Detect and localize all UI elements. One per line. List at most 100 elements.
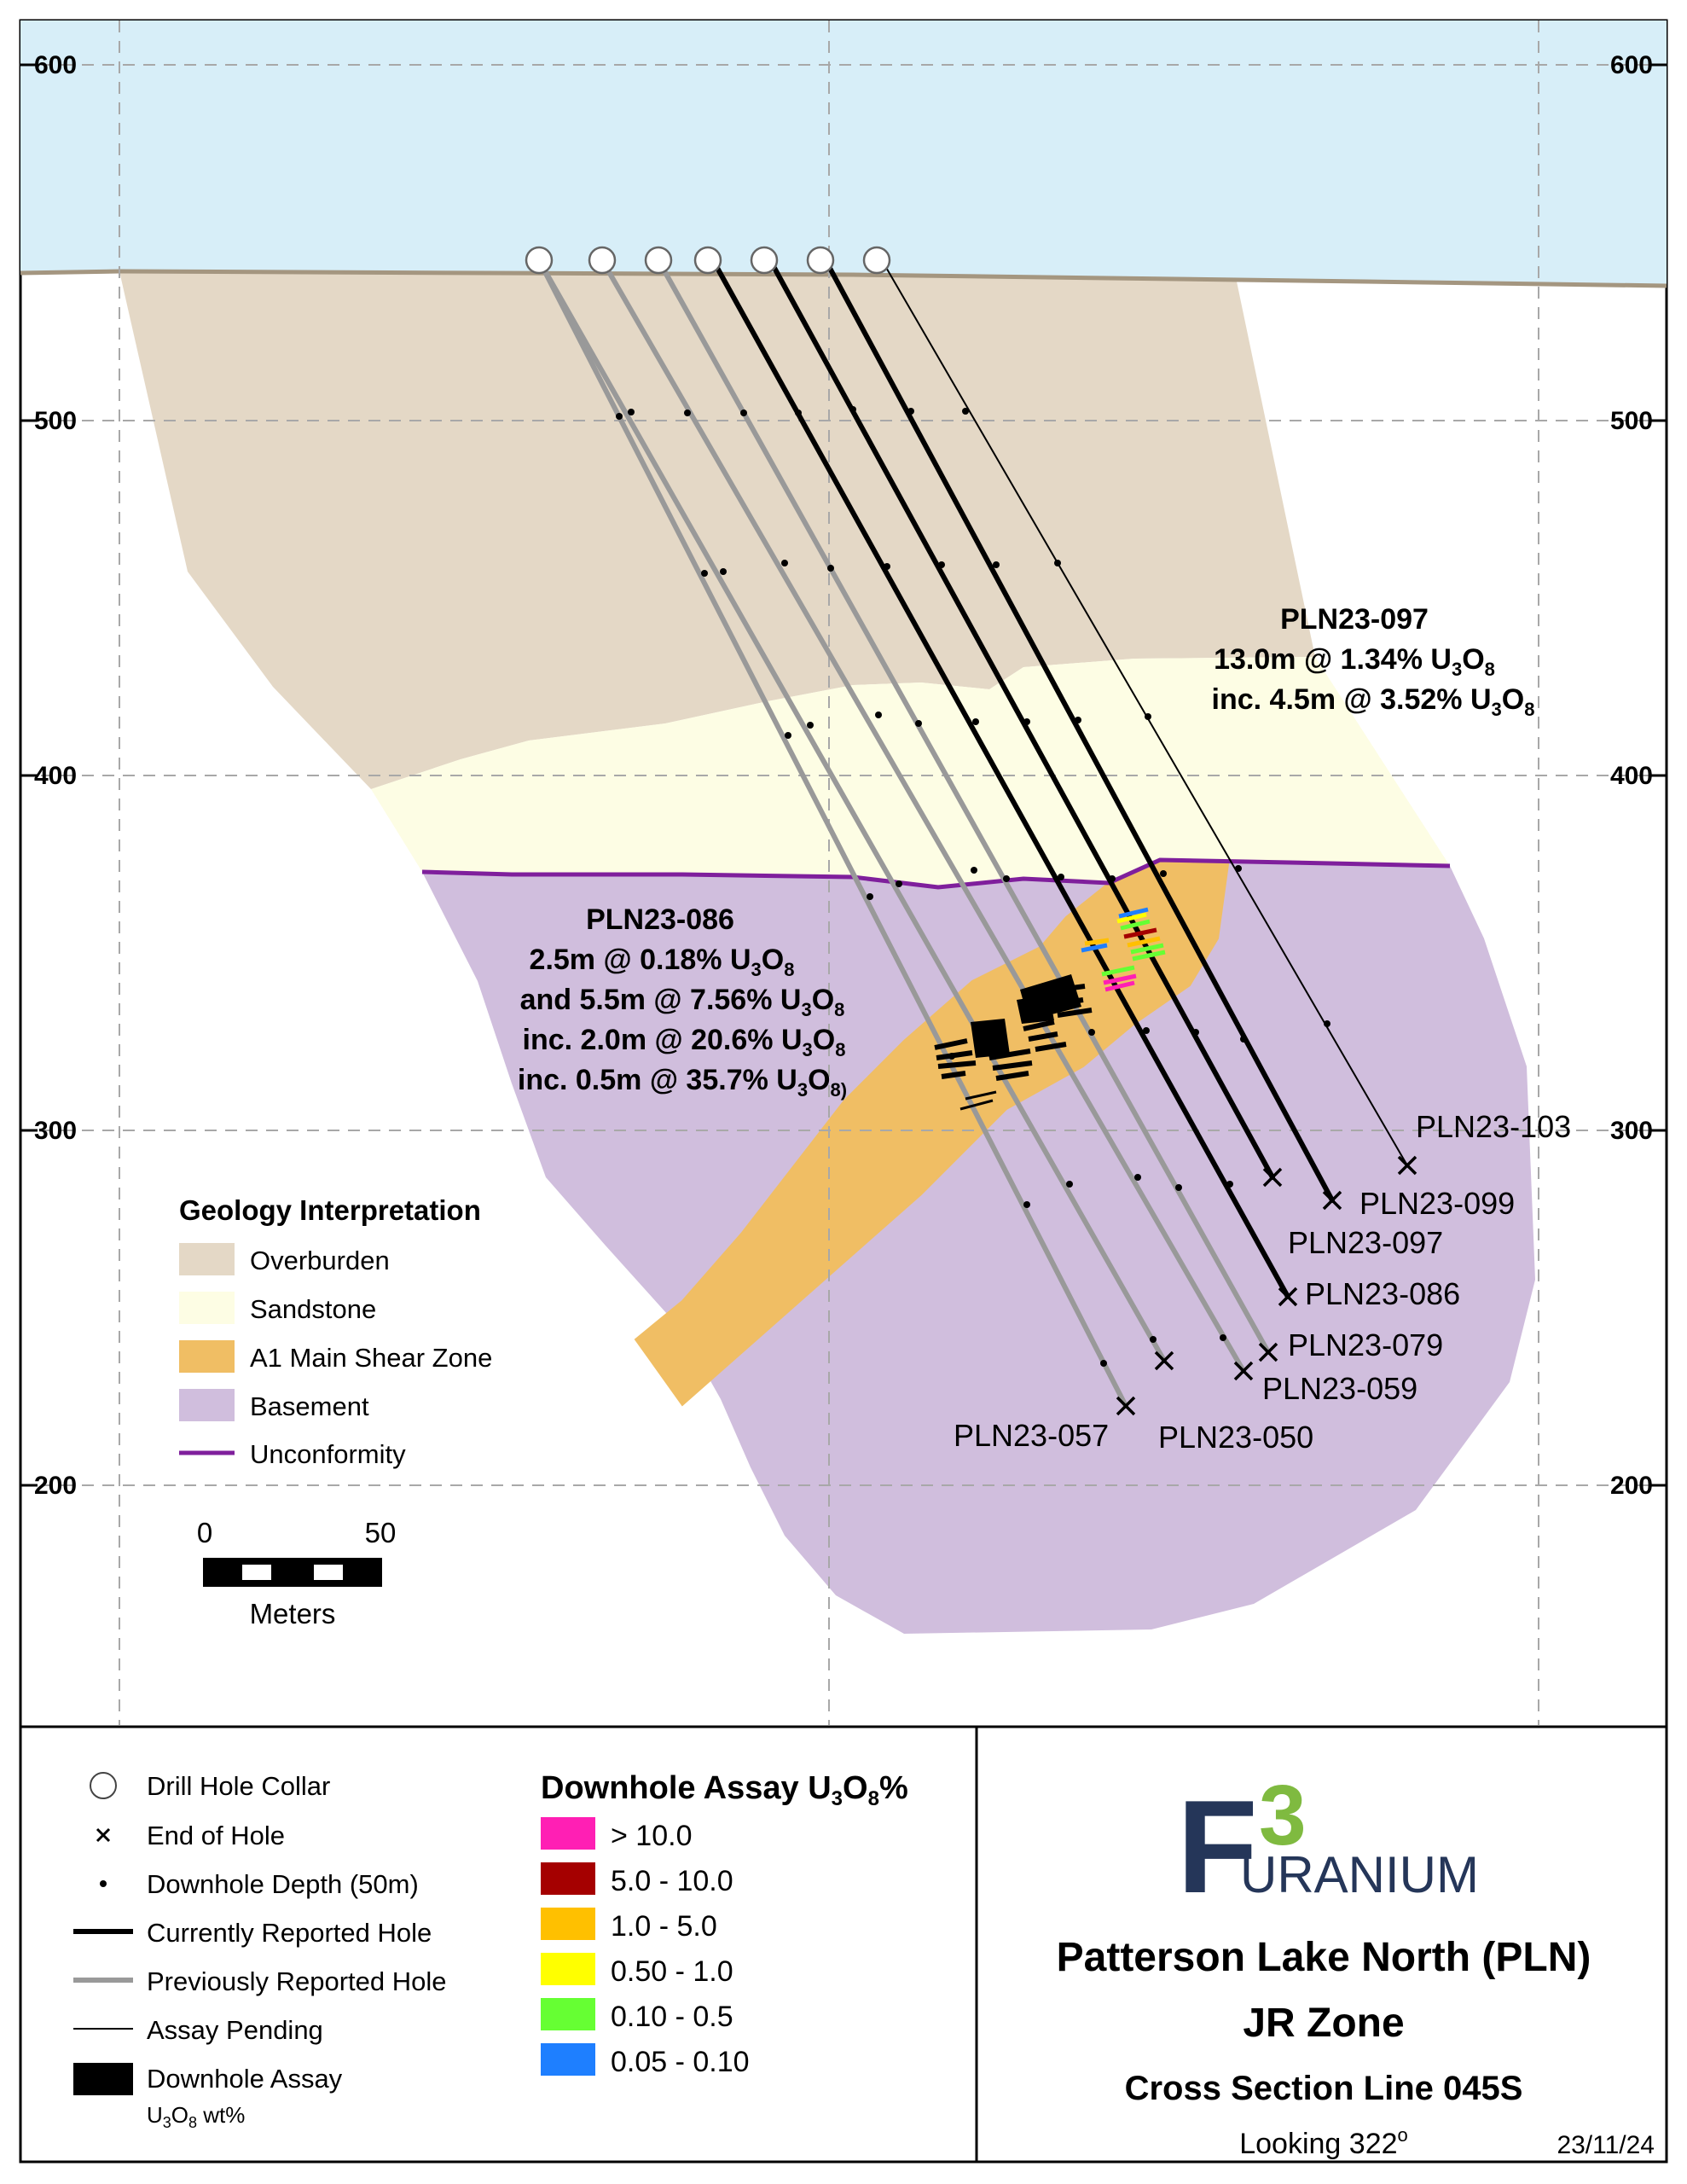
hole-label-pln23-059: PLN23-059 — [1262, 1371, 1417, 1406]
assay-label-gt10: > 10.0 — [611, 1820, 692, 1852]
assay-swatch-gt10 — [541, 1817, 595, 1850]
legend-label-unconformity: Unconformity — [250, 1439, 406, 1469]
logo-superscript: 3 — [1259, 1768, 1307, 1863]
legend-pending-label: Assay Pending — [147, 2015, 323, 2045]
elevation-label-right-600: 600 — [1610, 51, 1653, 79]
geology-legend-title: Geology Interpretation — [179, 1194, 481, 1226]
legend-collar-symbol — [90, 1772, 117, 1799]
f3-uranium-logo: F 3 URANIUM — [1177, 1768, 1479, 1920]
collar-7 — [862, 246, 891, 275]
scale-bar-unit-label: Meters — [250, 1598, 336, 1629]
collar-6 — [806, 246, 835, 275]
drill-hole-collars — [525, 246, 891, 275]
elevation-label-right-200: 200 — [1610, 1472, 1653, 1500]
end-of-hole-markers — [1116, 1155, 1417, 1416]
assay-label-005-010: 0.05 - 0.10 — [611, 2046, 750, 2078]
hole-trace-pln23-103 — [881, 259, 1408, 1166]
legend-current-hole-label: Currently Reported Hole — [147, 1918, 432, 1948]
downhole-depth-markers — [616, 406, 1330, 1367]
elevation-label-left-200: 200 — [34, 1472, 77, 1500]
end-of-hole-pln23-057 — [1116, 1396, 1136, 1416]
assay-swatch-050-1 — [541, 1953, 595, 1985]
assay-swatch-010-05 — [541, 1998, 595, 2030]
downhole-assay-blocks — [971, 974, 1081, 1058]
overburden-unit — [119, 271, 1315, 789]
hole-label-pln23-079: PLN23-079 — [1288, 1327, 1443, 1362]
legend-swatch-basement — [179, 1389, 235, 1421]
callout-line: inc. 2.0m @ 20.6% U3O8 — [523, 1024, 846, 1060]
hole-trace-pln23-097 — [768, 258, 1275, 1180]
scale-bar: 0 50 Meters — [197, 1517, 397, 1629]
end-of-hole-pln23-097 — [1262, 1167, 1283, 1188]
end-of-hole-pln23-103 — [1397, 1155, 1417, 1176]
assay-label-1-5: 1.0 - 5.0 — [611, 1910, 717, 1943]
assay-label-050-1: 0.50 - 1.0 — [611, 1955, 733, 1988]
collar-5 — [750, 246, 779, 275]
hole-label-pln23-057: PLN23-057 — [954, 1418, 1109, 1453]
unconformity-line — [421, 857, 1451, 890]
hole-trace-pln23-059 — [600, 258, 1246, 1374]
geology-legend: Geology Interpretation Overburden Sandst… — [179, 1194, 492, 1469]
hole-label-pln23-086: PLN23-086 — [1305, 1276, 1460, 1311]
collar-1 — [525, 246, 554, 275]
figure-date: 23/11/24 — [1557, 2131, 1655, 2159]
legend-assay-sublabel: U3O8 wt% — [147, 2102, 245, 2131]
legend-assay-symbol — [73, 2063, 133, 2095]
cross-section-map: 600 600 500 500 400 400 300 300 200 200 — [20, 20, 1667, 1725]
drill-hole-traces — [536, 258, 1408, 1409]
intercept-callout-pln23-086: PLN23-086 2.5m @ 0.18% U3O8 and 5.5m @ 7… — [518, 903, 847, 1101]
callout-title: PLN23-086 — [586, 903, 734, 936]
end-of-hole-pln23-079 — [1258, 1342, 1278, 1362]
callout-line: 13.0m @ 1.34% U3O8 — [1214, 643, 1495, 680]
project-title: Patterson Lake North (PLN) — [1057, 1935, 1591, 1980]
legend-assay-label: Downhole Assay — [147, 2064, 343, 2094]
collar-4 — [693, 246, 722, 275]
assay-label-5-10: 5.0 - 10.0 — [611, 1865, 733, 1897]
assay-grade-legend: Downhole Assay U3O8% > 10.0 5.0 - 10.0 1… — [541, 1770, 908, 2078]
title-block: Patterson Lake North (PLN) JR Zone Cross… — [1057, 1935, 1655, 2160]
assay-swatch-005-010 — [541, 2043, 595, 2076]
callout-line: 2.5m @ 0.18% U3O8 — [530, 944, 795, 980]
legend-swatch-sandstone — [179, 1292, 235, 1324]
intercept-callout-pln23-097: PLN23-097 13.0m @ 1.34% U3O8 inc. 4.5m @… — [1212, 603, 1535, 720]
elevation-label-right-500: 500 — [1610, 407, 1653, 435]
legend-depth-symbol — [100, 1880, 107, 1887]
legend-label-overburden: Overburden — [250, 1246, 390, 1275]
section-title: Cross Section Line 045S — [1125, 2070, 1523, 2107]
callout-line: inc. 0.5m @ 35.7% U3O8) — [518, 1064, 847, 1101]
hole-trace-pln23-086 — [710, 258, 1290, 1299]
assay-legend-title: Downhole Assay U3O8% — [541, 1770, 908, 1810]
legend-end-of-hole-label: End of Hole — [147, 1821, 285, 1850]
end-of-hole-pln23-086 — [1278, 1287, 1298, 1307]
elevation-label-right-400: 400 — [1610, 762, 1653, 790]
callout-line: and 5.5m @ 7.56% U3O8 — [520, 984, 845, 1020]
collar-2 — [588, 246, 617, 275]
elevation-label-left-600: 600 — [34, 51, 77, 79]
callout-title: PLN23-097 — [1280, 603, 1429, 636]
hole-trace-pln23-099 — [823, 258, 1335, 1203]
legend-swatch-overburden — [179, 1243, 235, 1275]
scale-bar-start-label: 0 — [197, 1517, 212, 1548]
basement-unit — [422, 860, 1535, 1634]
hole-label-pln23-099: PLN23-099 — [1359, 1186, 1515, 1221]
logo-wordmark: URANIUM — [1240, 1846, 1479, 1903]
hole-label-pln23-103: PLN23-103 — [1416, 1109, 1571, 1144]
legend-label-sandstone: Sandstone — [250, 1294, 376, 1324]
sandstone-unit — [371, 657, 1450, 887]
legend-depth-label: Downhole Depth (50m) — [147, 1869, 419, 1899]
ground-surface-line — [20, 269, 1667, 288]
hole-label-pln23-050: PLN23-050 — [1158, 1420, 1313, 1455]
looking-direction: Looking 322o — [1239, 2124, 1408, 2160]
end-of-hole-pln23-099 — [1322, 1190, 1342, 1211]
legend-label-basement: Basement — [250, 1391, 369, 1421]
elevation-grid — [20, 20, 1667, 1725]
end-of-hole-pln23-059 — [1233, 1361, 1254, 1381]
elevation-label-left-500: 500 — [34, 407, 77, 435]
elevation-tick-marks — [20, 63, 1667, 1487]
hole-trace-pln23-079 — [656, 258, 1271, 1355]
air-zone — [20, 20, 1667, 286]
elevation-label-right-300: 300 — [1610, 1117, 1653, 1145]
symbol-legend: Drill Hole Collar End of Hole Downhole D… — [73, 1771, 447, 2131]
hole-trace-pln23-057 — [536, 258, 1128, 1409]
